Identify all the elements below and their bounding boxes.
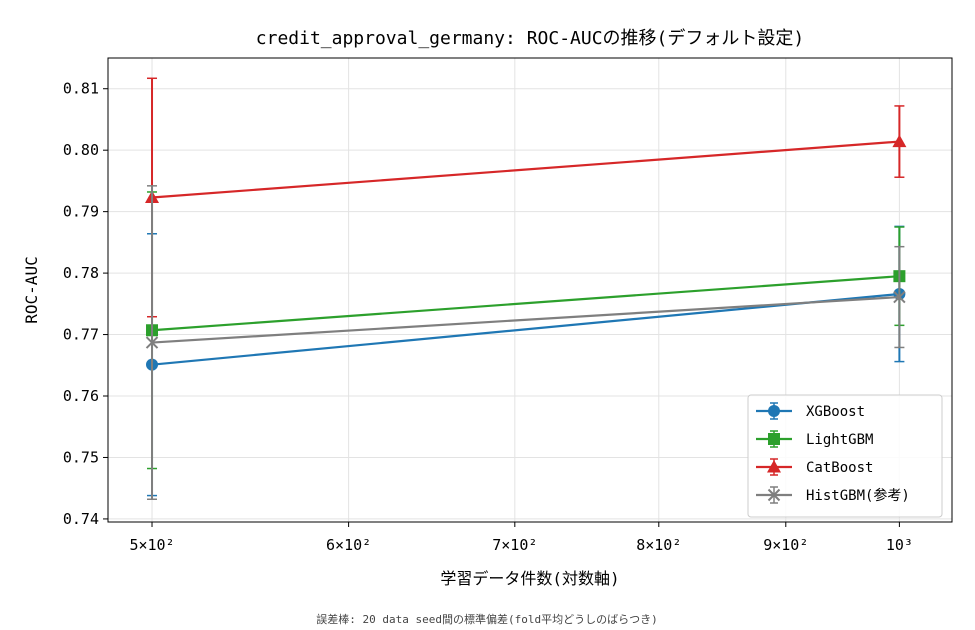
- y-tick-label: 0.76: [63, 387, 99, 405]
- legend-marker: [767, 460, 781, 473]
- legend-label: CatBoost: [806, 460, 873, 476]
- legend-marker: [768, 405, 780, 417]
- x-marker-stroke: [145, 336, 159, 349]
- series-line: [151, 140, 900, 199]
- x-tick-label: 6×10²: [326, 536, 371, 554]
- legend: XGBoost LightGBM CatBoost HistGBM(参考): [747, 394, 943, 518]
- footnote: 誤差棒: 20 data seed間の標準偏差(fold平均どうしのばらつき): [316, 612, 657, 626]
- series-line: [151, 275, 900, 332]
- series-line: [151, 295, 900, 344]
- legend-box: [747, 394, 943, 518]
- legend-item: CatBoost: [756, 458, 873, 476]
- x-marker-stroke: [767, 488, 781, 502]
- y-tick-label: 0.75: [63, 448, 99, 466]
- y-axis-label: ROC-AUC: [22, 256, 41, 323]
- x-axis-label: 学習データ件数(対数軸): [440, 569, 619, 588]
- legend-label: LightGBM: [806, 432, 873, 448]
- legend-item: LightGBM: [756, 430, 873, 448]
- legend-item: XGBoost: [756, 402, 865, 420]
- chart-title: credit_approval_germany: ROC-AUCの推移(デフォル…: [256, 28, 804, 49]
- y-tick-label: 0.79: [63, 203, 99, 221]
- legend-label: XGBoost: [806, 404, 865, 420]
- grid-lines: [108, 58, 952, 522]
- data-point: [892, 134, 907, 148]
- x-tick-label: 7×10²: [492, 536, 537, 554]
- plot-frame: [107, 57, 953, 523]
- y-tick-label: 0.81: [63, 80, 99, 98]
- series-histgbm-: [145, 185, 906, 501]
- legend-marker: [768, 433, 780, 445]
- data-point: [145, 336, 159, 349]
- y-tick-label: 0.80: [63, 141, 99, 159]
- x-axis: 5×10² 6×10² 7×10² 8×10² 9×10² 10³: [129, 522, 913, 554]
- y-axis: 0.74 0.75 0.76 0.77 0.78 0.79 0.80 0.81: [63, 80, 108, 528]
- legend-label: HistGBM(参考): [806, 487, 910, 504]
- y-tick-label: 0.78: [63, 264, 99, 282]
- x-tick-label: 9×10²: [763, 536, 808, 554]
- series-layer: [145, 77, 907, 501]
- x-tick-label: 10³: [886, 536, 913, 554]
- legend-marker: [767, 488, 781, 502]
- x-tick-label: 5×10²: [129, 536, 174, 554]
- y-tick-label: 0.74: [63, 510, 99, 528]
- x-marker-stroke: [893, 290, 906, 304]
- y-tick-label: 0.77: [63, 326, 99, 344]
- data-point: [893, 290, 906, 304]
- legend-item: HistGBM(参考): [756, 486, 910, 504]
- x-tick-label: 8×10²: [636, 536, 681, 554]
- series-line: [151, 292, 900, 366]
